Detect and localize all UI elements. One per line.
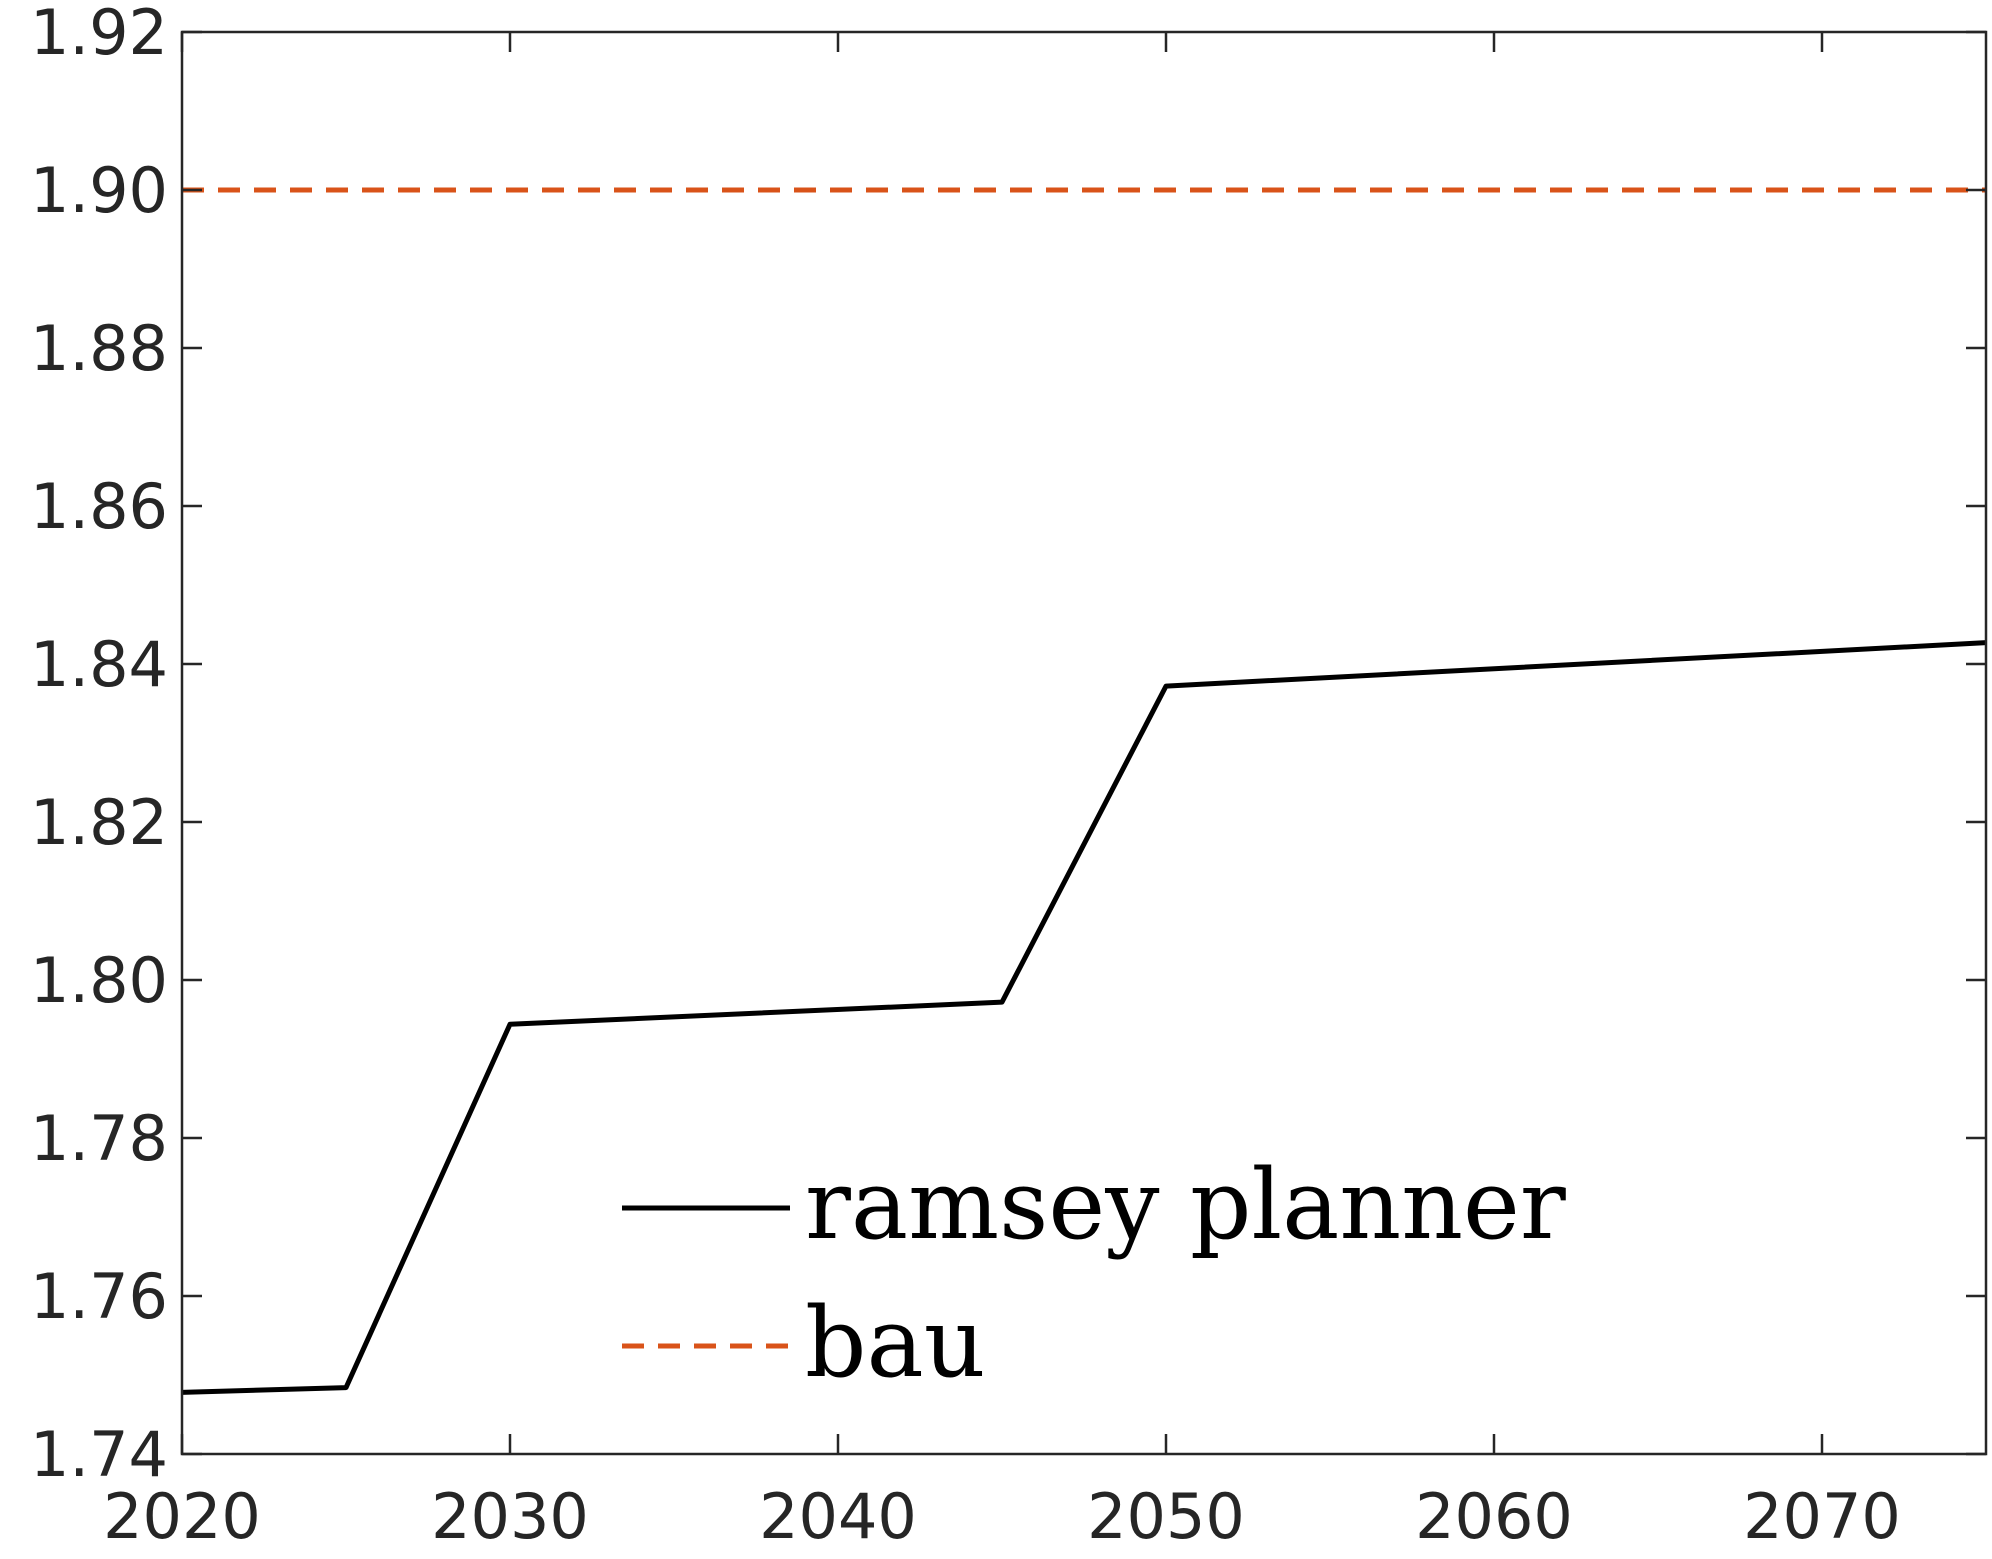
axes-box (180, 30, 1988, 1456)
x-tick-label: 2040 (759, 1480, 917, 1553)
y-tick-label: 1.74 (30, 1418, 168, 1491)
x-tick-label: 2070 (1743, 1480, 1901, 1553)
series-layer (181, 187, 1987, 1395)
y-tick-label: 1.76 (30, 1260, 168, 1333)
x-tick-label: 2050 (1087, 1480, 1245, 1553)
y-tick-label: 1.92 (30, 0, 168, 69)
x-tick-label: 2060 (1415, 1480, 1573, 1553)
y-tick-label: 1.86 (30, 470, 168, 543)
y-tick-label: 1.80 (30, 944, 168, 1017)
legend: ramsey planner bau (622, 1149, 1566, 1399)
x-tick-label: 2020 (103, 1480, 261, 1553)
legend-label-ramsey-planner: ramsey planner (805, 1149, 1566, 1261)
y-tick-label: 1.78 (30, 1102, 168, 1175)
y-tick-label: 1.84 (30, 628, 168, 701)
y-tick-label: 1.90 (30, 154, 168, 227)
y-tick-label: 1.88 (30, 312, 168, 385)
legend-label-bau: bau (805, 1287, 986, 1399)
axes-layer: 2020 2030 2040 2050 2060 2070 1.74 1.76 1.78 1.80… (30, 0, 1988, 1553)
y-tick-label: 1.82 (30, 786, 168, 859)
series-line-ramsey-planner (181, 640, 1987, 1395)
x-tick-label: 2030 (431, 1480, 589, 1553)
plot-area (182, 32, 1986, 1454)
plot-background (182, 32, 1986, 1454)
